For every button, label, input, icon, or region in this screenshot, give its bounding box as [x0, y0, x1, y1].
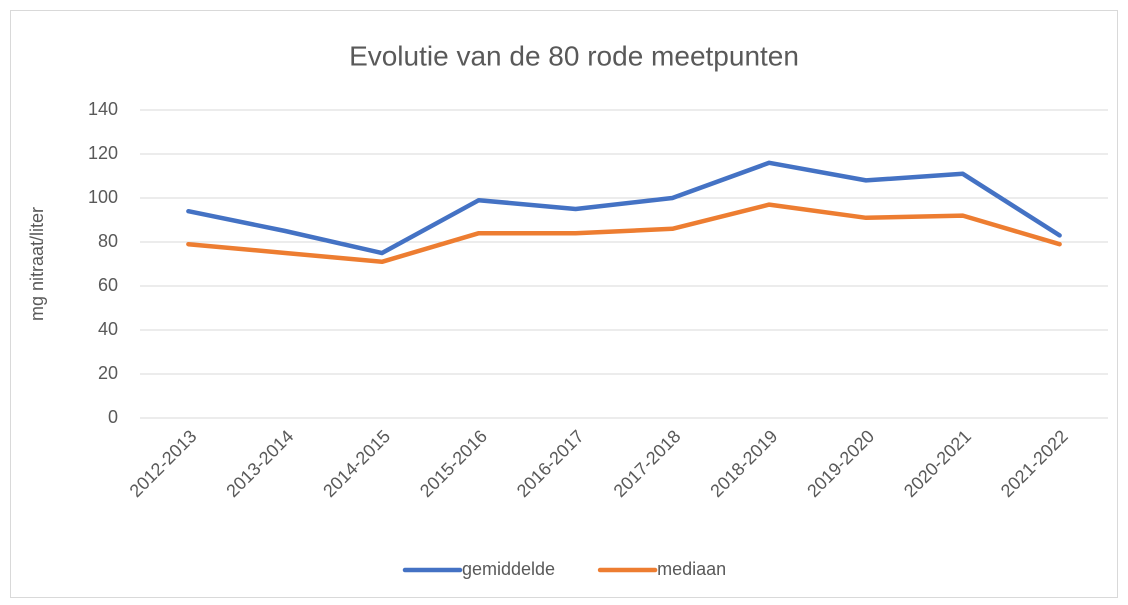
y-tick-label: 80: [98, 231, 118, 251]
y-tick-label: 60: [98, 275, 118, 295]
chart-border: [10, 10, 1118, 598]
chart-title: Evolutie van de 80 rode meetpunten: [349, 40, 799, 71]
y-tick-label: 20: [98, 363, 118, 383]
y-tick-label: 40: [98, 319, 118, 339]
legend-label: gemiddelde: [462, 559, 555, 579]
y-tick-label: 140: [88, 99, 118, 119]
series-line: [186, 160, 1062, 256]
y-axis-label: mg nitraat/liter: [27, 207, 47, 321]
y-tick-label: 100: [88, 187, 118, 207]
series-line: [186, 202, 1062, 265]
legend-label: mediaan: [657, 559, 726, 579]
y-tick-label: 0: [108, 407, 118, 427]
y-tick-label: 120: [88, 143, 118, 163]
